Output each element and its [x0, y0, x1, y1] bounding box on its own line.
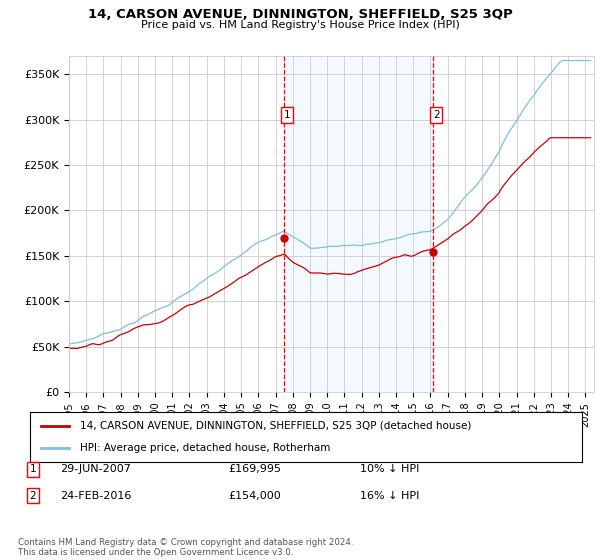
Text: 14, CARSON AVENUE, DINNINGTON, SHEFFIELD, S25 3QP: 14, CARSON AVENUE, DINNINGTON, SHEFFIELD… — [88, 8, 512, 21]
Text: 2: 2 — [433, 110, 440, 120]
Text: Price paid vs. HM Land Registry's House Price Index (HPI): Price paid vs. HM Land Registry's House … — [140, 20, 460, 30]
Text: Contains HM Land Registry data © Crown copyright and database right 2024.
This d: Contains HM Land Registry data © Crown c… — [18, 538, 353, 557]
Text: 16% ↓ HPI: 16% ↓ HPI — [360, 491, 419, 501]
Text: HPI: Average price, detached house, Rotherham: HPI: Average price, detached house, Roth… — [80, 443, 330, 453]
Text: 24-FEB-2016: 24-FEB-2016 — [60, 491, 131, 501]
Text: 2: 2 — [29, 491, 37, 501]
Text: 10% ↓ HPI: 10% ↓ HPI — [360, 464, 419, 474]
Text: £169,995: £169,995 — [228, 464, 281, 474]
Bar — [284, 56, 433, 392]
Text: 29-JUN-2007: 29-JUN-2007 — [60, 464, 131, 474]
Text: 14, CARSON AVENUE, DINNINGTON, SHEFFIELD, S25 3QP (detached house): 14, CARSON AVENUE, DINNINGTON, SHEFFIELD… — [80, 421, 471, 431]
Text: 1: 1 — [29, 464, 37, 474]
Text: £154,000: £154,000 — [228, 491, 281, 501]
Text: 1: 1 — [284, 110, 290, 120]
